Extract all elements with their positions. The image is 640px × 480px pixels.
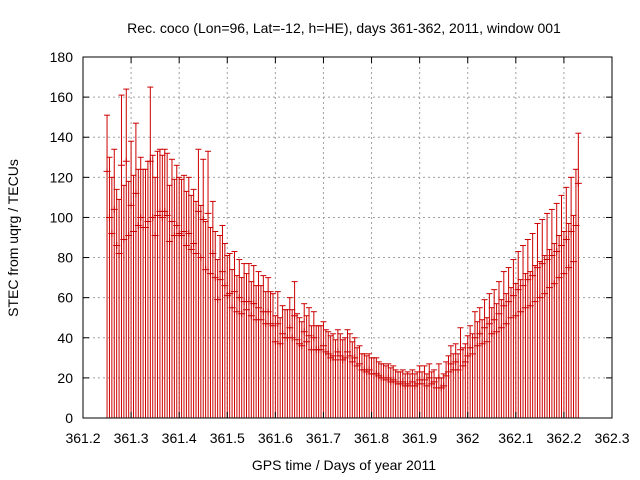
x-tick-label: 362.3 — [594, 430, 629, 446]
data-point — [574, 179, 582, 187]
y-tick-label: 40 — [57, 330, 73, 346]
x-tick-label: 362 — [456, 430, 480, 446]
y-tick-label: 80 — [57, 250, 73, 266]
y-tick-label: 0 — [65, 410, 73, 426]
x-tick-label: 361.3 — [114, 430, 149, 446]
x-tick-label: 361.7 — [306, 430, 341, 446]
x-axis-label: GPS time / Days of year 2011 — [252, 457, 436, 473]
data-layer — [103, 86, 582, 418]
x-tick-label: 362.2 — [546, 430, 581, 446]
chart-title: Rec. coco (Lon=96, Lat=-12, h=HE), days … — [127, 20, 561, 36]
y-tick-label: 20 — [57, 370, 73, 386]
plot-frame — [82, 56, 613, 419]
x-tick-label: 361.5 — [210, 430, 245, 446]
data-point — [117, 161, 125, 169]
y-tick-label: 60 — [57, 290, 73, 306]
data-point — [122, 157, 130, 165]
x-tick-label: 361.4 — [162, 430, 197, 446]
label-layer: 0 20 40 60 80 100 120 140 160 180 361.2 361.3 361.4 3… — [50, 49, 630, 446]
y-axis-label: STEC from uqrg / TECUs — [5, 159, 21, 317]
y-tick-label: 180 — [50, 49, 74, 65]
y-tick-label: 100 — [50, 209, 74, 225]
x-tick-label: 361.8 — [354, 430, 389, 446]
y-tick-label: 140 — [50, 129, 74, 145]
y-tick-label: 120 — [50, 169, 74, 185]
x-tick-label: 361.2 — [65, 430, 100, 446]
tick-layer — [82, 56, 613, 419]
data-point — [204, 209, 212, 217]
y-tick-label: 160 — [50, 89, 74, 105]
x-tick-label: 361.6 — [258, 430, 293, 446]
x-tick-label: 362.1 — [498, 430, 533, 446]
x-tick-label: 361.9 — [402, 430, 437, 446]
